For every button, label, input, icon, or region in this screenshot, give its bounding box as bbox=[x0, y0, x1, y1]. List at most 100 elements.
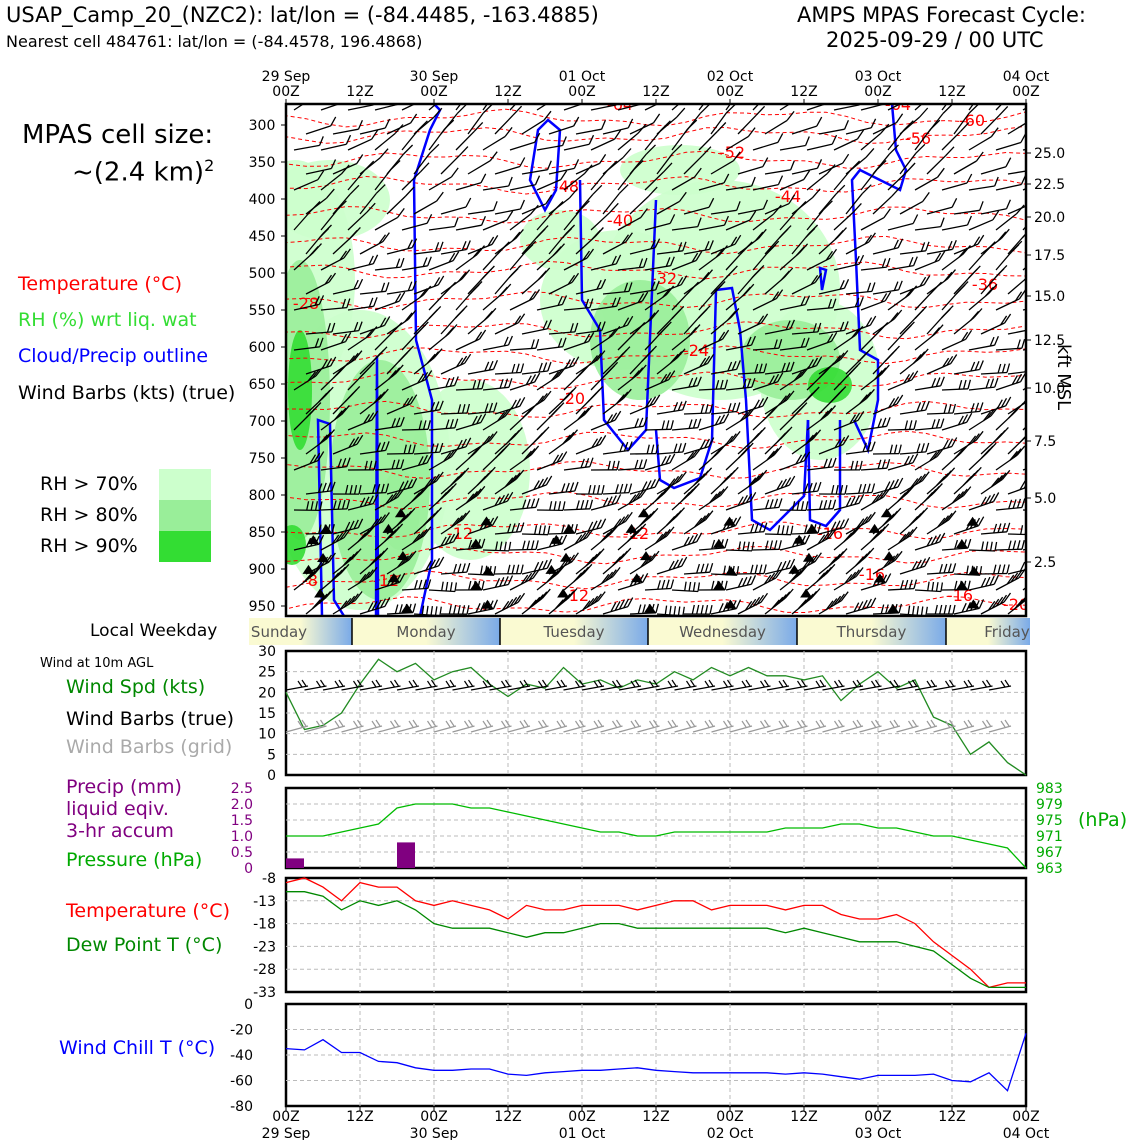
wind-barb bbox=[548, 523, 578, 535]
kft-tick-label: 15.0 bbox=[1034, 289, 1065, 305]
wind-barb bbox=[548, 481, 579, 495]
bottom-hour-label: 12Z bbox=[642, 1109, 669, 1125]
wind-barb bbox=[671, 483, 700, 511]
wind-barb bbox=[764, 558, 796, 575]
wind-barb bbox=[374, 104, 401, 111]
wind-barb bbox=[374, 291, 406, 311]
wind-barb bbox=[374, 124, 404, 151]
wind-barb bbox=[860, 257, 891, 271]
wind-barb bbox=[671, 104, 680, 111]
temp-ytick: -13 bbox=[253, 894, 276, 910]
wind-barb bbox=[845, 388, 875, 415]
grid-wind-barb bbox=[507, 719, 531, 733]
isotherm bbox=[286, 291, 1026, 310]
wind-barb bbox=[806, 528, 837, 551]
wind-barb bbox=[590, 361, 619, 391]
wind-barb bbox=[521, 194, 553, 215]
wind-barb bbox=[320, 200, 347, 231]
wind-barb bbox=[494, 264, 522, 295]
wind-barb bbox=[860, 208, 891, 231]
wind-barb bbox=[590, 494, 622, 511]
wind-barb bbox=[305, 481, 336, 495]
wind-barb bbox=[563, 362, 592, 391]
wind-barb bbox=[860, 523, 890, 551]
legend-rh90-label: RH > 90% bbox=[40, 535, 138, 557]
temperature-contour-label: -20 bbox=[559, 389, 585, 408]
surface-wind-barb bbox=[304, 679, 327, 691]
wind-barb bbox=[806, 104, 828, 111]
wind-barb bbox=[575, 184, 603, 215]
wind-barb bbox=[455, 215, 486, 231]
wind-barb bbox=[791, 552, 822, 575]
top-date-label: 29 Sep bbox=[262, 69, 311, 85]
pressure-ytick: 975 bbox=[1036, 813, 1063, 829]
wind-barb bbox=[509, 175, 541, 191]
wind-barb bbox=[980, 105, 1009, 135]
wind-barb bbox=[386, 394, 418, 415]
temperature-contour-label: -64 bbox=[885, 95, 911, 114]
surface-wind-barb bbox=[341, 679, 364, 691]
wind-barb bbox=[872, 507, 902, 535]
wind-barb bbox=[926, 305, 954, 335]
wind-barb bbox=[428, 376, 459, 391]
pressure-label: Pressure (hPa) bbox=[66, 849, 203, 871]
wind-barb bbox=[656, 348, 686, 375]
wind-barb bbox=[698, 281, 726, 311]
grid-wind-barb bbox=[951, 719, 975, 733]
wind-barb bbox=[1007, 398, 1026, 415]
wind-barb bbox=[980, 157, 1012, 175]
wind-barb bbox=[413, 305, 442, 335]
wind-barb bbox=[656, 191, 687, 215]
wind-barb bbox=[953, 565, 983, 576]
wind-barb bbox=[941, 538, 972, 551]
wind-barb bbox=[953, 402, 984, 415]
wind-barb bbox=[791, 429, 822, 455]
wind-barb bbox=[818, 435, 850, 455]
wind-barb bbox=[899, 348, 929, 375]
cloud-outline bbox=[412, 104, 442, 616]
wind-barb bbox=[617, 322, 646, 351]
wind-barb bbox=[941, 244, 971, 271]
wind-barb bbox=[440, 353, 472, 375]
wind-barb bbox=[698, 413, 730, 431]
pressure-tick-label: 950 bbox=[249, 599, 276, 615]
grid-wind-barb bbox=[748, 719, 771, 733]
grid-wind-barb bbox=[729, 719, 753, 733]
wind-barb bbox=[374, 416, 405, 431]
wind-barb bbox=[737, 105, 766, 135]
surface-wind-barb bbox=[563, 679, 586, 691]
wind-barb bbox=[818, 386, 847, 415]
isotherm bbox=[286, 595, 1026, 614]
wind-barb bbox=[887, 214, 919, 231]
wind-barb bbox=[320, 499, 351, 511]
wind-barb bbox=[320, 362, 349, 391]
wind-barb bbox=[914, 217, 945, 231]
wind-barb bbox=[806, 405, 836, 431]
wind-barb bbox=[833, 567, 864, 591]
wind-barb bbox=[818, 119, 849, 135]
wind-barb bbox=[899, 556, 931, 575]
temperature-contour-label: -12 bbox=[563, 586, 589, 605]
wind-barb bbox=[509, 289, 541, 311]
wind-barb bbox=[386, 238, 418, 255]
wind-barb bbox=[926, 510, 957, 535]
wind-barb bbox=[927, 604, 956, 615]
wind-barb bbox=[995, 402, 1024, 431]
pressure-tick-label: 550 bbox=[249, 303, 276, 319]
series-line bbox=[285, 877, 1026, 989]
wind-barb bbox=[764, 525, 794, 536]
wind-barb bbox=[617, 364, 647, 391]
wind-barb bbox=[725, 377, 756, 391]
wind-barb bbox=[968, 176, 999, 191]
wind-barb bbox=[710, 307, 740, 335]
wind-barb bbox=[818, 548, 848, 575]
grid-wind-barb bbox=[692, 719, 716, 733]
wind-barb bbox=[941, 104, 948, 111]
grid-wind-barb bbox=[581, 719, 605, 733]
wind-barb bbox=[602, 232, 633, 255]
legend-rh70-swatch bbox=[159, 469, 211, 500]
isotherm bbox=[286, 491, 1026, 510]
wind-barb bbox=[806, 563, 836, 591]
wind-barb bbox=[980, 469, 1011, 495]
wind-barb bbox=[509, 104, 517, 111]
